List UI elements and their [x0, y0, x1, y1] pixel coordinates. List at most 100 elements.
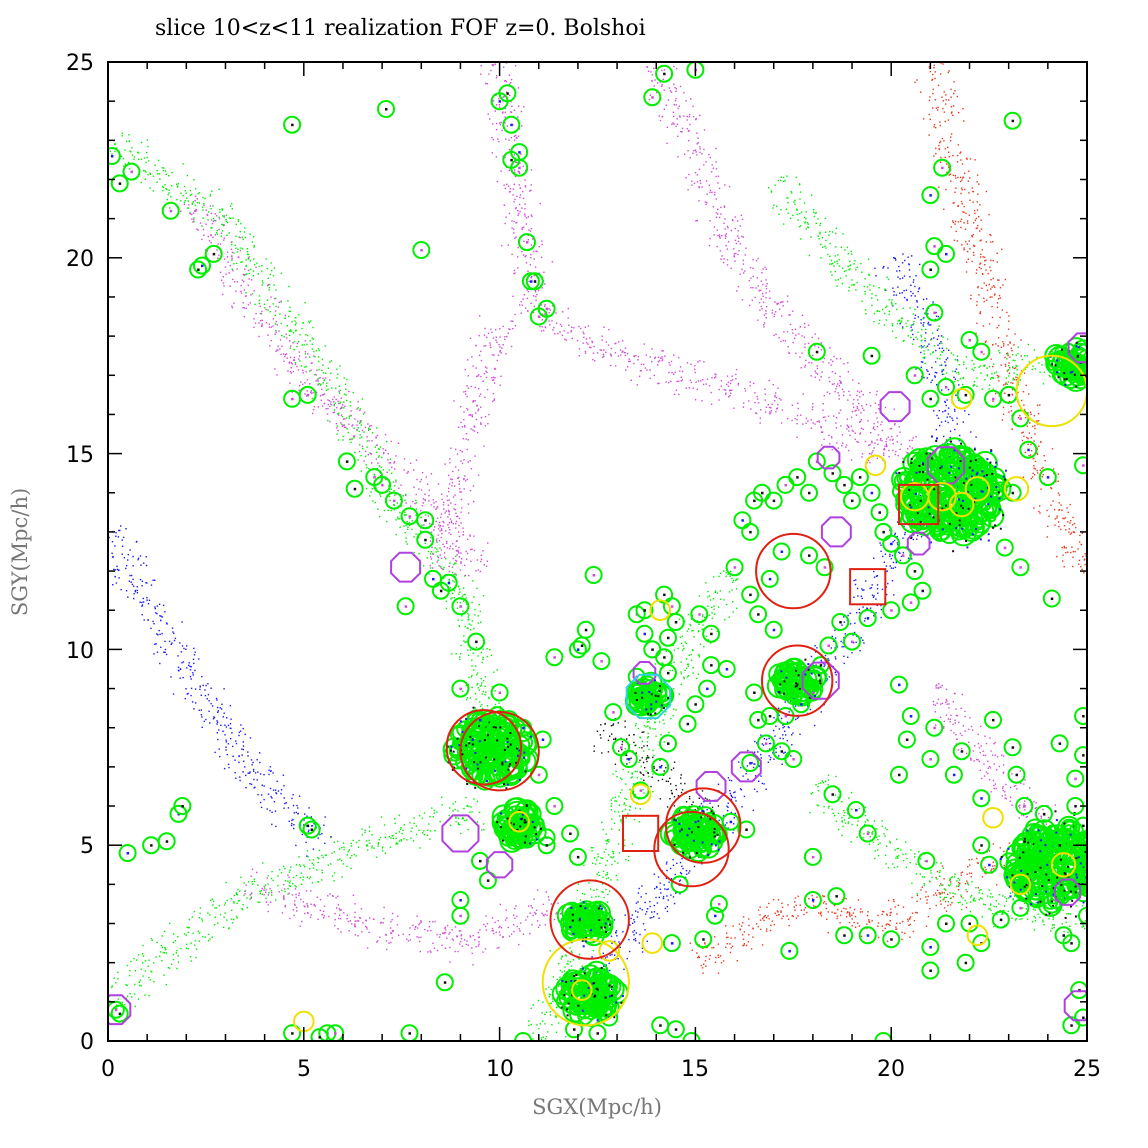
particle-dot	[167, 193, 169, 196]
particle-dot	[530, 1023, 532, 1026]
particle-dot	[445, 607, 448, 610]
particle-dot	[728, 616, 730, 618]
particle-dot	[655, 896, 657, 899]
particle-dot	[943, 898, 945, 900]
particle-dot	[673, 83, 675, 85]
particle-dot	[998, 294, 1001, 297]
particle-dot	[510, 111, 512, 113]
particle-dot	[581, 932, 583, 934]
particle-dot	[773, 717, 775, 719]
particle-dot	[306, 343, 308, 346]
particle-dot	[1002, 284, 1004, 286]
particle-dot	[848, 430, 850, 432]
particle-dot	[907, 256, 909, 258]
particle-dot	[633, 355, 635, 358]
particle-dot	[710, 642, 712, 644]
particle-dot	[637, 911, 639, 913]
particle-dot	[687, 130, 690, 132]
particle-dot	[667, 696, 669, 698]
particle-dot	[248, 272, 250, 275]
particle-dot	[272, 303, 274, 305]
particle-dot	[788, 314, 790, 316]
particle-dot	[479, 393, 482, 395]
particle-dot	[760, 289, 762, 292]
particle-dot	[945, 99, 947, 101]
particle-dot	[852, 403, 854, 405]
particle-dot	[961, 244, 963, 246]
particle-dot	[653, 754, 655, 757]
particle-dot	[903, 296, 906, 299]
particle-dot	[321, 358, 324, 361]
particle-dot	[451, 566, 454, 568]
particle-dot	[602, 891, 604, 893]
particle-dot	[298, 314, 300, 316]
particle-dot	[938, 144, 940, 147]
particle-dot	[962, 108, 964, 110]
particle-dot	[968, 170, 970, 172]
particle-dot	[613, 822, 616, 824]
particle-dot	[683, 115, 685, 117]
particle-dot	[990, 269, 992, 272]
particle-dot	[908, 439, 911, 442]
particle-dot	[431, 546, 433, 549]
particle-dot	[495, 128, 498, 131]
particle-dot	[215, 220, 217, 222]
particle-dot	[510, 111, 513, 113]
particle-dot	[989, 233, 991, 236]
particle-dot	[244, 227, 246, 229]
particle-dot	[487, 332, 490, 335]
particle-dot	[883, 561, 885, 563]
particle-dot	[473, 596, 475, 598]
particle-dot	[861, 453, 864, 455]
particle-dot	[717, 182, 719, 184]
particle-dot	[774, 400, 776, 402]
particle-dot	[663, 69, 666, 71]
particle-dot	[889, 439, 891, 441]
particle-dot	[359, 408, 361, 410]
particle-dot	[835, 422, 837, 424]
particle-dot	[826, 678, 829, 680]
particle-dot	[437, 534, 440, 536]
particle-dot	[694, 368, 696, 371]
particle-dot	[1037, 412, 1040, 415]
particle-dot	[325, 389, 328, 392]
particle-dot	[631, 776, 633, 778]
particle-dot	[707, 605, 709, 607]
particle-dot	[353, 435, 356, 437]
particle-dot	[506, 125, 508, 127]
particle-dot	[464, 574, 467, 577]
particle-dot	[1035, 420, 1038, 423]
particle-dot	[336, 407, 338, 409]
particle-dot	[603, 349, 605, 351]
particle-dot	[469, 337, 472, 339]
particle-dot	[429, 540, 432, 542]
particle-dot	[773, 334, 775, 337]
particle-dot	[856, 587, 859, 590]
particle-dot	[544, 283, 546, 285]
particle-dot	[943, 208, 945, 210]
particle-dot	[635, 910, 637, 912]
particle-dot	[592, 358, 594, 361]
particle-dot	[339, 402, 341, 404]
particle-dot	[840, 381, 842, 383]
particle-dot	[717, 208, 719, 210]
particle-dot	[769, 758, 771, 761]
particle-dot	[839, 409, 842, 411]
particle-dot	[375, 486, 377, 488]
particle-dot	[318, 349, 320, 352]
particle-dot	[477, 622, 479, 624]
particle-dot	[452, 592, 454, 594]
particle-dot	[812, 898, 814, 900]
particle-dot	[515, 134, 517, 137]
particle-dot	[247, 304, 250, 306]
particle-dot	[1033, 440, 1035, 442]
particle-dot	[860, 908, 862, 910]
particle-dot	[221, 223, 223, 226]
particle-dot	[877, 925, 879, 927]
particle-dot	[447, 510, 450, 512]
particle-dot	[364, 455, 367, 457]
particle-dot	[690, 659, 693, 661]
particle-dot	[624, 748, 627, 750]
particle-dot	[775, 392, 777, 394]
particle-dot	[269, 311, 271, 313]
